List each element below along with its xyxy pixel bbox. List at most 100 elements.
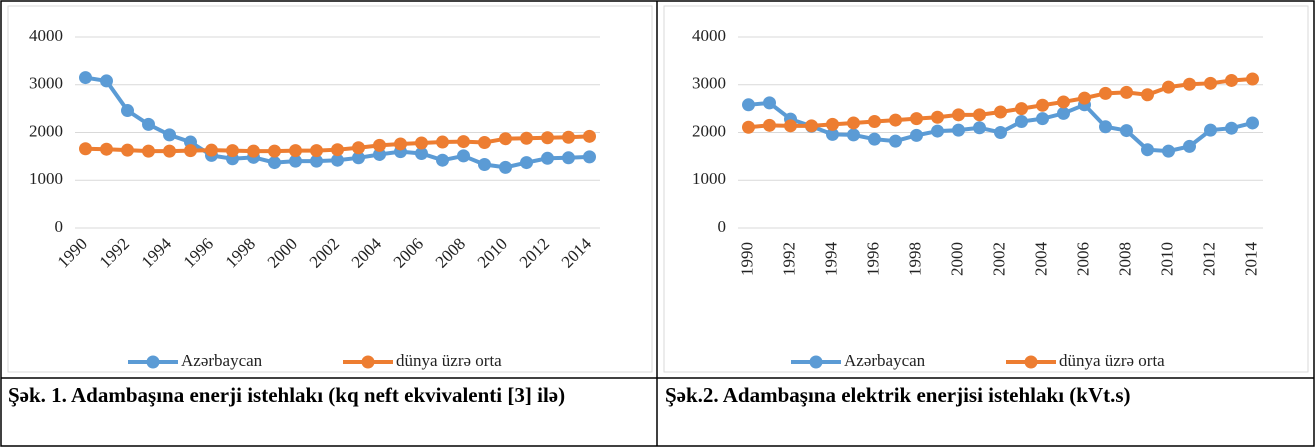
point — [910, 128, 923, 142]
x-tick-label: 1992 — [96, 234, 133, 271]
point — [79, 71, 92, 85]
x-tick-label: 2014 — [558, 234, 596, 272]
legend-label: Azərbaycan — [844, 351, 926, 370]
x-tick-label: 1996 — [863, 242, 882, 276]
y-tick-label: 2000 — [29, 121, 63, 140]
y-tick-label: 4000 — [692, 26, 726, 45]
x-tick-label: 1996 — [180, 234, 217, 271]
x-tick-label: 1998 — [905, 242, 924, 276]
point — [583, 129, 596, 143]
x-tick-label: 2004 — [1031, 242, 1050, 277]
point — [952, 123, 965, 137]
point — [1015, 102, 1028, 116]
x-tick-label: 1994 — [821, 242, 840, 277]
point — [121, 143, 134, 157]
point — [1120, 85, 1133, 99]
point — [121, 104, 134, 118]
point — [889, 134, 902, 148]
point — [1183, 139, 1196, 153]
x-tick-label: 2012 — [1199, 242, 1218, 276]
point — [931, 124, 944, 138]
point — [268, 156, 281, 170]
point — [415, 136, 428, 150]
point — [373, 147, 386, 161]
point — [478, 157, 491, 171]
point — [142, 117, 155, 131]
point — [331, 143, 344, 157]
point — [889, 113, 902, 127]
point — [1162, 144, 1175, 158]
point — [931, 110, 944, 124]
point — [373, 138, 386, 152]
caption: Şək. 1. Adambaşına enerji istehlakı (kq … — [8, 383, 566, 407]
point — [520, 131, 533, 145]
point — [847, 128, 860, 142]
point — [1225, 121, 1238, 135]
point — [142, 144, 155, 158]
point — [1183, 77, 1196, 91]
point — [352, 141, 365, 155]
x-tick-label: 2010 — [1157, 242, 1176, 276]
caption: Şək.2. Adambaşına elektrik enerjisi iste… — [665, 383, 1131, 407]
point — [100, 142, 113, 156]
point — [1099, 86, 1112, 100]
y-tick-label: 3000 — [692, 74, 726, 93]
x-tick-label: 2012 — [516, 234, 553, 271]
point — [1162, 80, 1175, 94]
y-tick-label: 4000 — [29, 26, 63, 45]
y-tick-label: 2000 — [692, 121, 726, 140]
point — [436, 153, 449, 167]
point — [1141, 88, 1154, 102]
point — [1246, 116, 1259, 130]
point — [952, 108, 965, 122]
x-tick-label: 1990 — [54, 234, 91, 271]
point — [1225, 73, 1238, 87]
point — [310, 144, 323, 158]
legend-label: dünya üzrə orta — [396, 351, 502, 370]
point — [1204, 123, 1217, 137]
point — [457, 149, 470, 163]
legend-label: dünya üzrə orta — [1059, 351, 1165, 370]
point — [763, 96, 776, 110]
x-tick-label: 2006 — [1073, 242, 1092, 276]
chart-frame — [663, 5, 1309, 373]
point — [868, 132, 881, 146]
legend-marker — [1024, 355, 1038, 369]
point — [973, 108, 986, 122]
point — [1036, 98, 1049, 112]
point — [436, 135, 449, 149]
point — [910, 112, 923, 126]
x-tick-label: 2008 — [1115, 242, 1134, 276]
point — [1120, 124, 1133, 138]
chart-frame — [7, 5, 653, 373]
point — [562, 130, 575, 144]
point — [1204, 76, 1217, 90]
legend-label: Azərbaycan — [181, 351, 263, 370]
point — [826, 117, 839, 131]
point — [457, 135, 470, 149]
point — [100, 74, 113, 88]
x-tick-label: 2010 — [474, 234, 511, 271]
y-tick-label: 1000 — [29, 169, 63, 188]
point — [994, 105, 1007, 119]
point — [163, 128, 176, 142]
point — [478, 136, 491, 150]
x-tick-label: 1992 — [779, 242, 798, 276]
point — [784, 119, 797, 133]
point — [415, 147, 428, 161]
point — [226, 144, 239, 158]
point — [1078, 91, 1091, 105]
point — [184, 144, 197, 158]
point — [583, 150, 596, 164]
point — [847, 116, 860, 130]
point — [1099, 120, 1112, 134]
y-tick-label: 1000 — [692, 169, 726, 188]
point — [205, 143, 218, 157]
point — [499, 132, 512, 146]
legend-marker — [146, 355, 160, 369]
point — [868, 115, 881, 129]
point — [499, 160, 512, 174]
point — [1015, 115, 1028, 129]
